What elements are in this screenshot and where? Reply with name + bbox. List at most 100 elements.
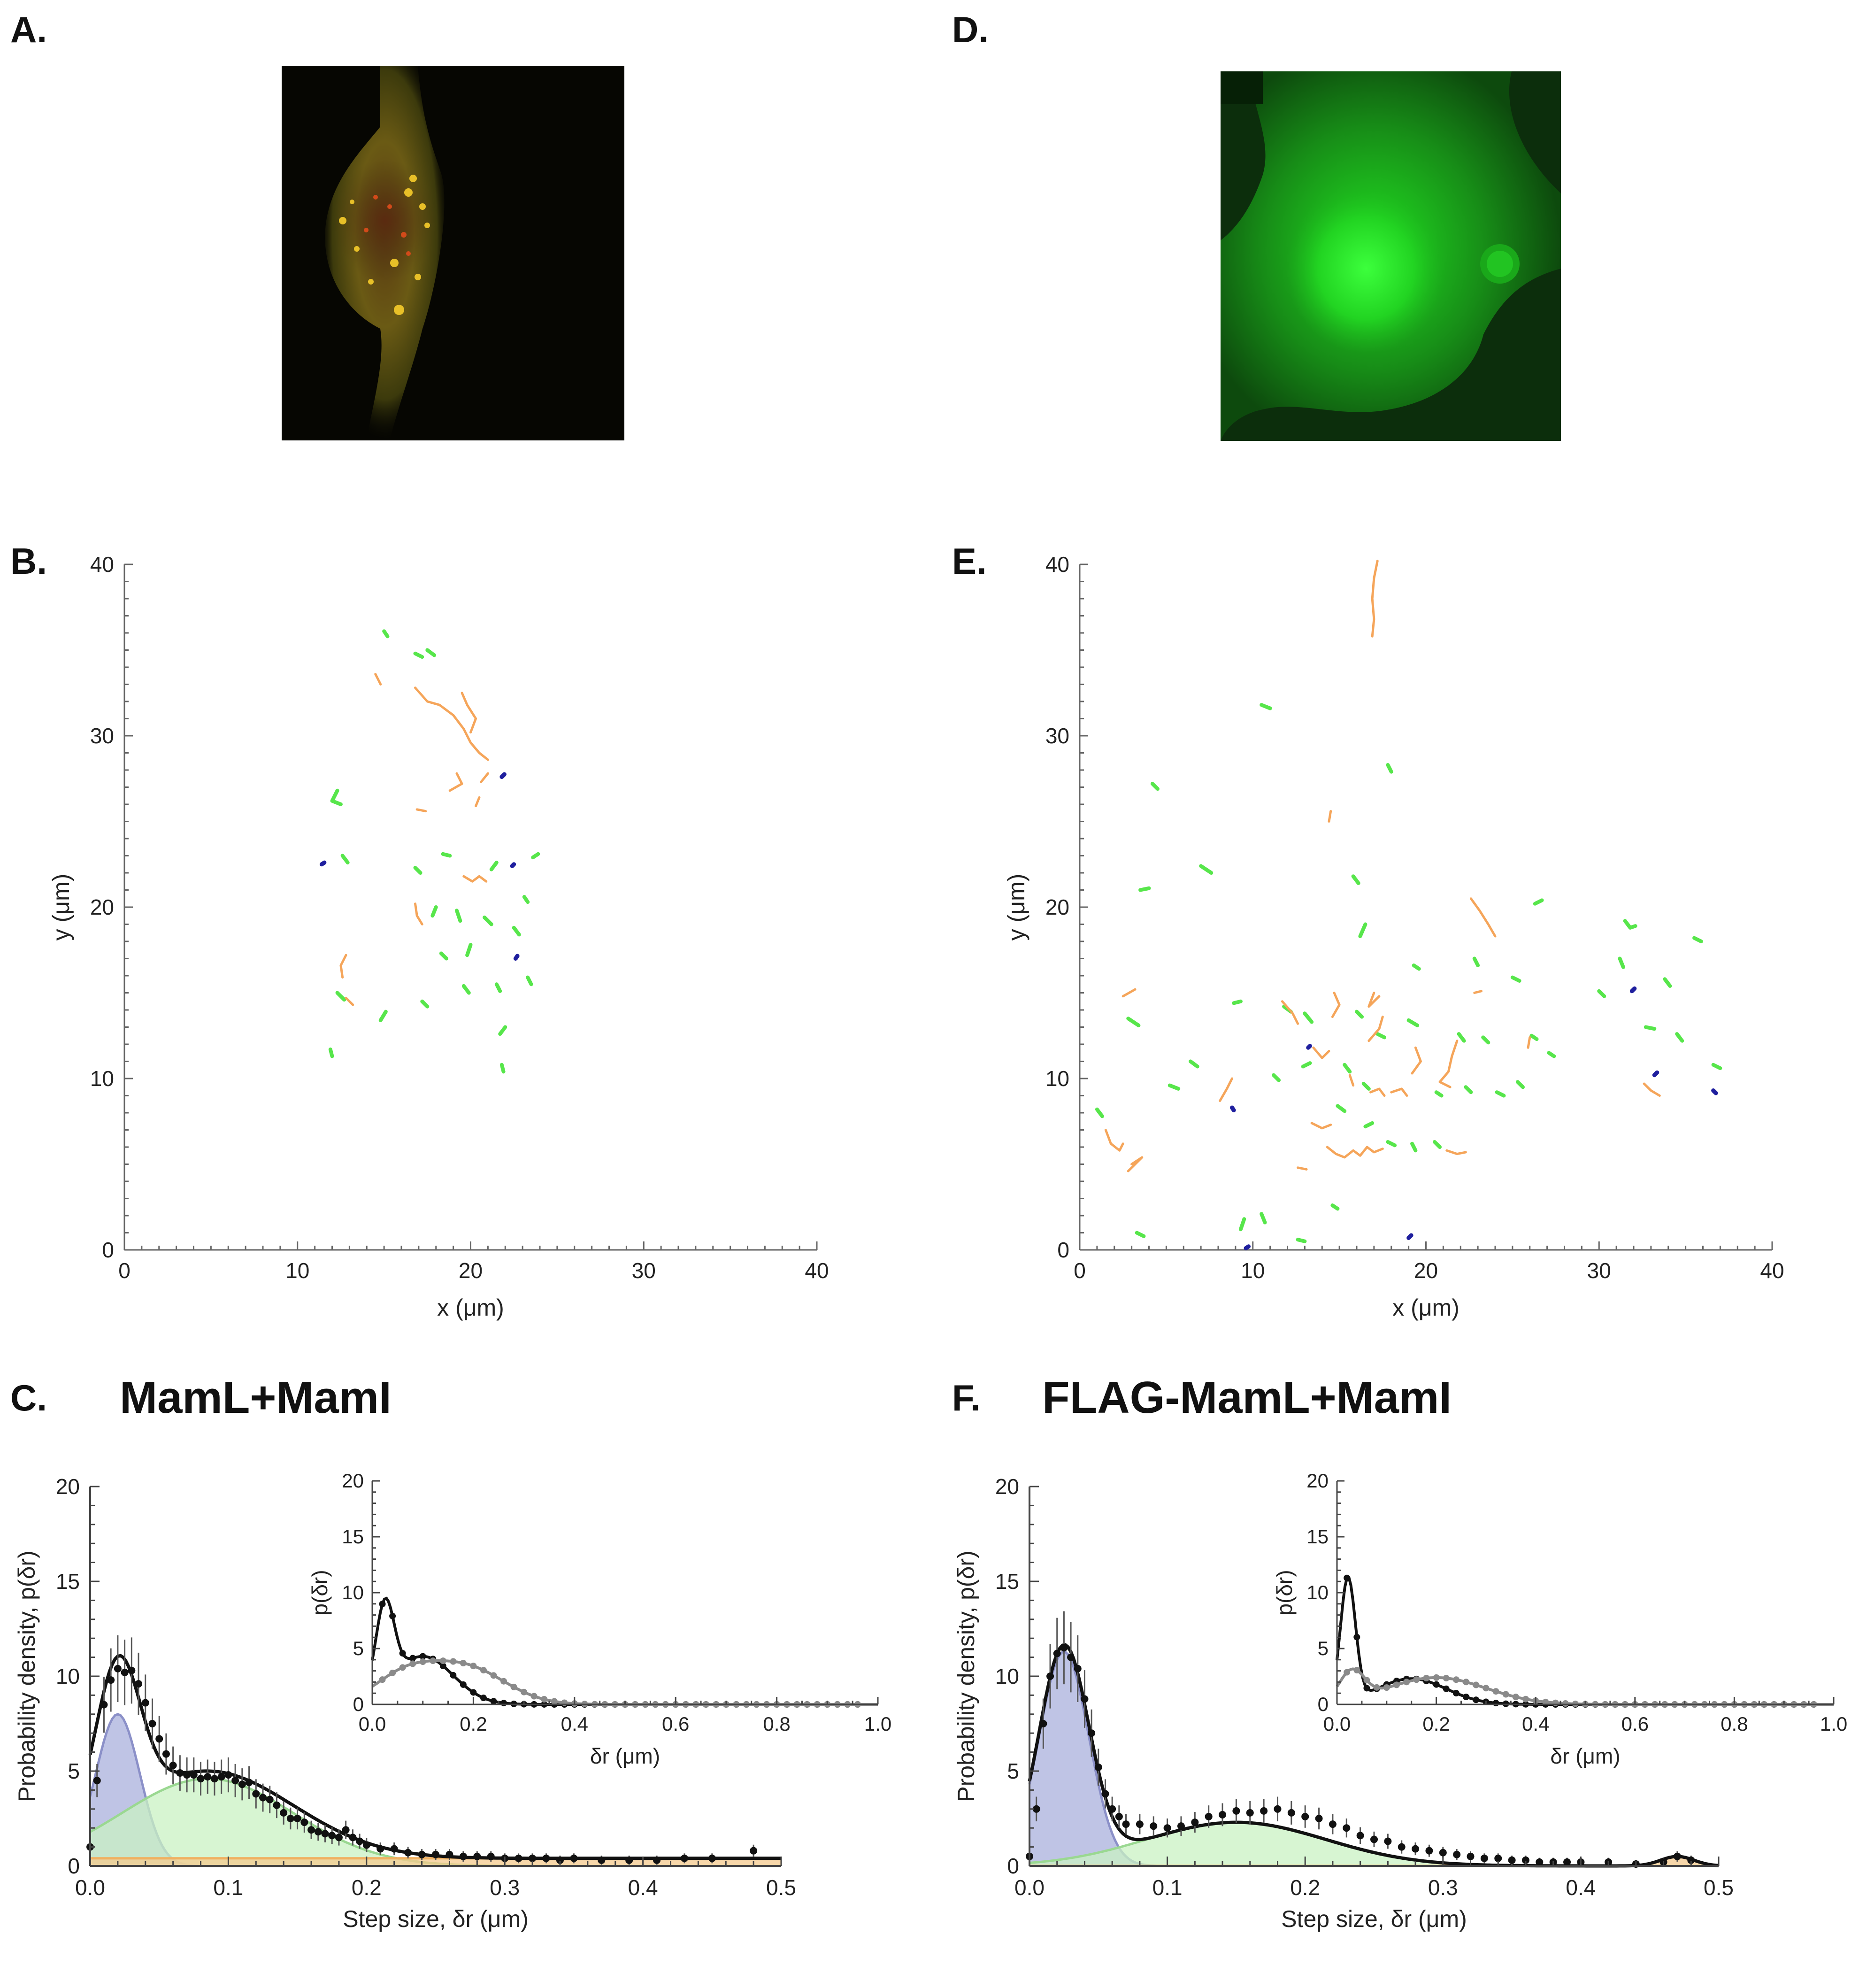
- inset-data-point: [510, 1683, 517, 1690]
- inset-data-point: [521, 1688, 528, 1695]
- data-point: [459, 1852, 467, 1860]
- y-tick-label: 15: [995, 1569, 1019, 1594]
- directed-trajectory: [1527, 1036, 1531, 1049]
- inset-data-point: [1353, 1666, 1360, 1673]
- panel-title-f: FLAG-MamL+MamI: [1042, 1372, 1452, 1423]
- y-tick-label: 20: [56, 1474, 80, 1499]
- inset-data-point: [470, 1663, 477, 1670]
- diffusive-trajectory: [1457, 1032, 1466, 1043]
- data-point: [224, 1771, 232, 1779]
- x-tick-label: 40: [805, 1258, 829, 1283]
- data-point: [1074, 1664, 1082, 1672]
- inset-data-point: [389, 1669, 396, 1676]
- panel-label-c: C.: [10, 1377, 47, 1418]
- diffusive-trajectory: [498, 1025, 507, 1036]
- immobile-trajectory: [513, 954, 520, 961]
- data-point: [1150, 1822, 1158, 1830]
- diffusive-trajectory: [1168, 1083, 1181, 1091]
- inset-x-axis-label: δr (μm): [1550, 1744, 1620, 1768]
- diffusive-trajectory: [1597, 989, 1606, 998]
- diffusive-trajectory: [1375, 1032, 1386, 1040]
- data-point: [259, 1794, 267, 1802]
- data-point: [183, 1771, 191, 1779]
- data-point: [1032, 1805, 1040, 1813]
- diffusive-trajectory: [1363, 1121, 1375, 1129]
- directed-trajectory: [1310, 1122, 1332, 1130]
- data-point: [1356, 1832, 1364, 1840]
- data-point: [1673, 1852, 1681, 1860]
- inset-data-point: [439, 1657, 446, 1664]
- inset-data-point: [409, 1655, 416, 1662]
- inset-x-tick-label: 0.2: [1422, 1713, 1450, 1735]
- data-point: [300, 1818, 308, 1826]
- data-point: [487, 1852, 495, 1860]
- inset-data-point: [1363, 1685, 1370, 1692]
- inset-data-point: [1433, 1681, 1440, 1688]
- data-point: [321, 1830, 329, 1838]
- data-point: [750, 1847, 758, 1855]
- inset-data-point: [1463, 1694, 1470, 1701]
- data-point: [1412, 1845, 1420, 1853]
- diffusive-trajectory: [1135, 1231, 1146, 1238]
- diffusive-trajectory: [1330, 1203, 1340, 1211]
- y-tick-label: 10: [995, 1664, 1019, 1688]
- immobile-trajectory: [1230, 1105, 1236, 1113]
- inset-y-tick-label: 0: [353, 1693, 364, 1715]
- inset-data-point: [541, 1696, 548, 1703]
- data-point: [107, 1676, 115, 1684]
- diffusive-trajectory: [1260, 1212, 1267, 1225]
- inset-data-point: [389, 1612, 396, 1619]
- panel-label-a: A.: [10, 9, 47, 50]
- data-point: [473, 1852, 481, 1860]
- directed-trajectory: [1297, 1166, 1308, 1171]
- diffusive-trajectory: [439, 951, 448, 961]
- diffusive-trajectory: [1481, 1035, 1490, 1045]
- x-tick-label: 0.3: [1428, 1875, 1458, 1900]
- inset-data-point: [1483, 1685, 1490, 1692]
- directed-trajectory: [374, 673, 382, 686]
- inset-data-point: [490, 1672, 497, 1679]
- y-tick-label: 30: [1045, 724, 1069, 748]
- directed-trajectory: [414, 902, 423, 925]
- data-point: [114, 1664, 122, 1672]
- inset-y-tick-label: 20: [342, 1470, 364, 1492]
- data-point: [1094, 1763, 1102, 1771]
- y-tick-label: 5: [68, 1759, 80, 1783]
- data-point: [1563, 1858, 1571, 1866]
- panel-label-d: D.: [952, 9, 989, 50]
- inset-data-point: [1463, 1679, 1470, 1686]
- diffusive-trajectory: [1386, 763, 1393, 774]
- diffusive-trajectory: [430, 905, 438, 918]
- directed-trajectory: [339, 954, 347, 979]
- x-tick-label: 0.5: [766, 1875, 796, 1900]
- data-point: [273, 1801, 281, 1809]
- data-point: [1115, 1812, 1123, 1820]
- inset-data-point: [419, 1658, 426, 1665]
- data-point: [169, 1761, 177, 1769]
- diffusive-trajectory: [1711, 1063, 1722, 1071]
- inset-data-point: [470, 1689, 477, 1696]
- data-point: [1315, 1815, 1323, 1822]
- diffusive-trajectory: [522, 895, 530, 904]
- inset-data-point: [1443, 1685, 1450, 1692]
- data-point: [1060, 1644, 1068, 1652]
- diffusive-trajectory: [1434, 1090, 1444, 1098]
- trajectory-plot-b: 0 10 20 30 40 0 10 20 30 40 x (μm) y (μm): [48, 552, 829, 1321]
- x-tick-label: 20: [1414, 1258, 1438, 1283]
- data-point: [128, 1666, 136, 1674]
- directed-trajectory: [480, 772, 489, 784]
- diffusive-trajectory: [1199, 864, 1214, 875]
- diffusive-trajectory: [340, 854, 350, 865]
- inset-data-point: [1413, 1676, 1420, 1683]
- inset-x-tick-label: 0.8: [763, 1713, 790, 1735]
- x-tick-label: 30: [632, 1258, 656, 1283]
- data-point: [245, 1779, 253, 1787]
- data-point: [1101, 1790, 1109, 1798]
- immobile-trajectory: [1652, 1070, 1659, 1078]
- inset-data-point: [1522, 1695, 1529, 1703]
- diffusive-trajectory: [328, 1047, 334, 1058]
- y-tick-label: 40: [90, 552, 114, 577]
- inset-data-point: [1443, 1675, 1450, 1682]
- inset-data-point: [450, 1658, 457, 1665]
- diffusive-trajectory: [413, 866, 422, 875]
